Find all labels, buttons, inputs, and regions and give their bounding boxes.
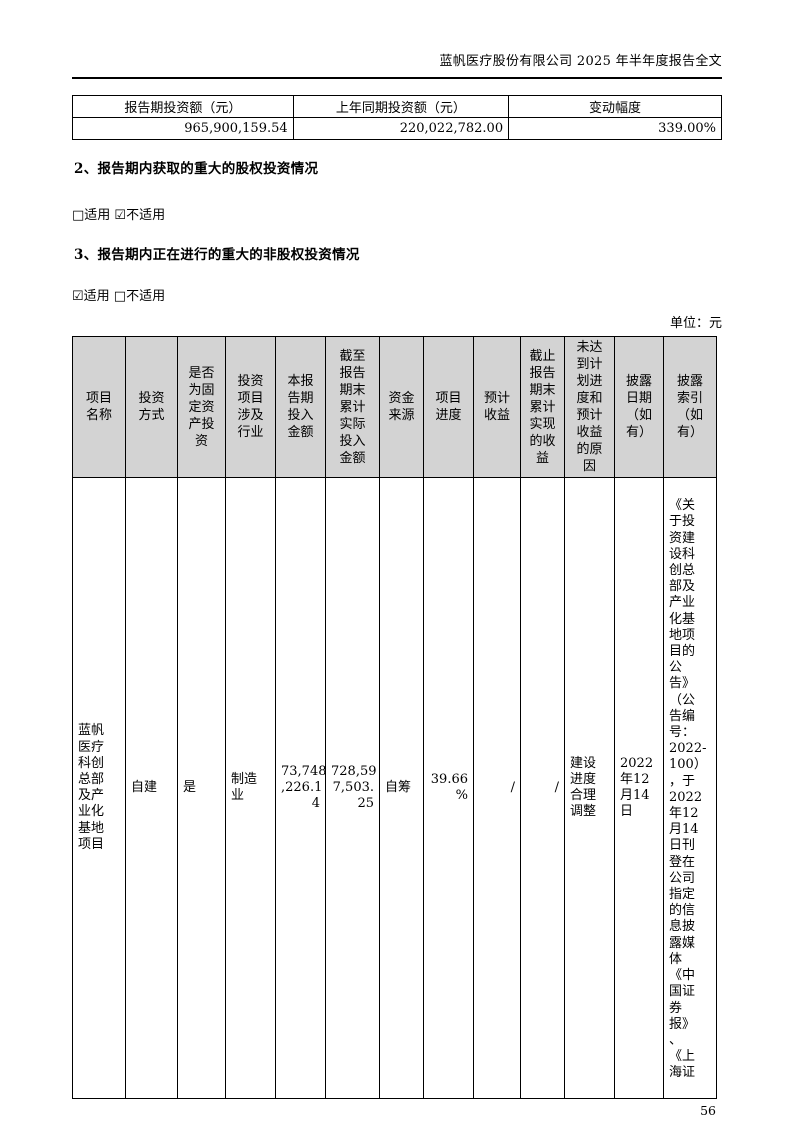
col-header-disclosure-index: 披露 索引 （如 有） <box>663 336 717 478</box>
investment-table: 项目 名称 投资 方式 是否 为固 定资 产投 资 投资 项目 涉及 行业 本报… <box>72 336 717 1100</box>
col-header-disclosure-date: 披露 日期 （如 有） <box>614 336 664 478</box>
cell-disclosure-index: 《关 于投 资建 设科 创总 部及 产业 化基 地项 目的 公 告》 （公 告编… <box>663 476 717 1100</box>
summary-value-report-period: 965,900,159.54 <box>72 117 294 140</box>
col-header-realized-income: 截止 报告 期末 累计 实现 的收 益 <box>520 336 565 478</box>
cell-disclosure-date: 2022 年12 月14 日 <box>614 476 664 1100</box>
cell-current-period-amount: 73,748 ,226.1 4 <box>275 476 326 1100</box>
col-header-project-name: 项目 名称 <box>72 336 126 478</box>
applicability-line-equity-investment: □适用 ☑不适用 <box>72 208 166 223</box>
col-header-funding-source: 资金 来源 <box>379 336 424 478</box>
cell-industry: 制造 业 <box>225 476 276 1100</box>
summary-value-prior-period: 220,022,782.00 <box>292 117 510 140</box>
unit-label: 单位：元 <box>669 316 722 331</box>
section-heading-equity-investment: 2、报告期内获取的重大的股权投资情况 <box>74 161 319 177</box>
col-header-expected-income: 预计 收益 <box>473 336 521 478</box>
cell-investment-method: 自建 <box>125 476 178 1100</box>
col-header-investment-method: 投资 方式 <box>125 336 178 478</box>
summary-header-prior-period: 上年同期投资额（元） <box>292 95 510 118</box>
cell-realized-income: / <box>520 476 565 1100</box>
summary-table: 报告期投资额（元） 上年同期投资额（元） 变动幅度 965,900,159.54… <box>72 95 722 140</box>
cell-project-name: 蓝帆 医疗 科创 总部 及产 业化 基地 项目 <box>72 476 126 1100</box>
col-header-industry: 投资 项目 涉及 行业 <box>225 336 276 478</box>
summary-header-report-period: 报告期投资额（元） <box>72 95 294 118</box>
applicability-line-non-equity-investment: ☑适用 □不适用 <box>72 289 166 304</box>
investment-header-row: 项目 名称 投资 方式 是否 为固 定资 产投 资 投资 项目 涉及 行业 本报… <box>72 336 717 478</box>
summary-value-row: 965,900,159.54 220,022,782.00 339.00% <box>72 117 722 140</box>
summary-header-change: 变动幅度 <box>508 95 722 118</box>
disclosure-index-text: 《关 于投 资建 设科 创总 部及 产业 化基 地项 目的 公 告》 （公 告编… <box>669 498 707 1081</box>
col-header-reason: 未达 到计 划进 度和 预计 收益 的原 因 <box>564 336 615 478</box>
section-heading-non-equity-investment: 3、报告期内正在进行的重大的非股权投资情况 <box>74 247 360 263</box>
cell-cumulative-amount: 728,59 7,503. 25 <box>325 476 380 1100</box>
cell-expected-income: / <box>473 476 521 1100</box>
cell-funding-source: 自筹 <box>379 476 424 1100</box>
page-number: 56 <box>700 1103 716 1119</box>
col-header-fixed-asset: 是否 为固 定资 产投 资 <box>177 336 226 478</box>
report-header-title: 蓝帆医疗股份有限公司 2025 年半年度报告全文 <box>72 50 722 79</box>
col-header-cumulative-amount: 截至 报告 期末 累计 实际 投入 金额 <box>325 336 380 478</box>
cell-progress: 39.66 % <box>423 476 474 1100</box>
cell-reason: 建设 进度 合理 调整 <box>564 476 615 1100</box>
summary-value-change: 339.00% <box>508 117 722 140</box>
cell-fixed-asset: 是 <box>177 476 226 1100</box>
investment-data-row: 蓝帆 医疗 科创 总部 及产 业化 基地 项目 自建 是 制造 业 73,748… <box>72 476 717 1100</box>
summary-header-row: 报告期投资额（元） 上年同期投资额（元） 变动幅度 <box>72 95 722 118</box>
col-header-current-period-amount: 本报 告期 投入 金额 <box>275 336 326 478</box>
col-header-progress: 项目 进度 <box>423 336 474 478</box>
